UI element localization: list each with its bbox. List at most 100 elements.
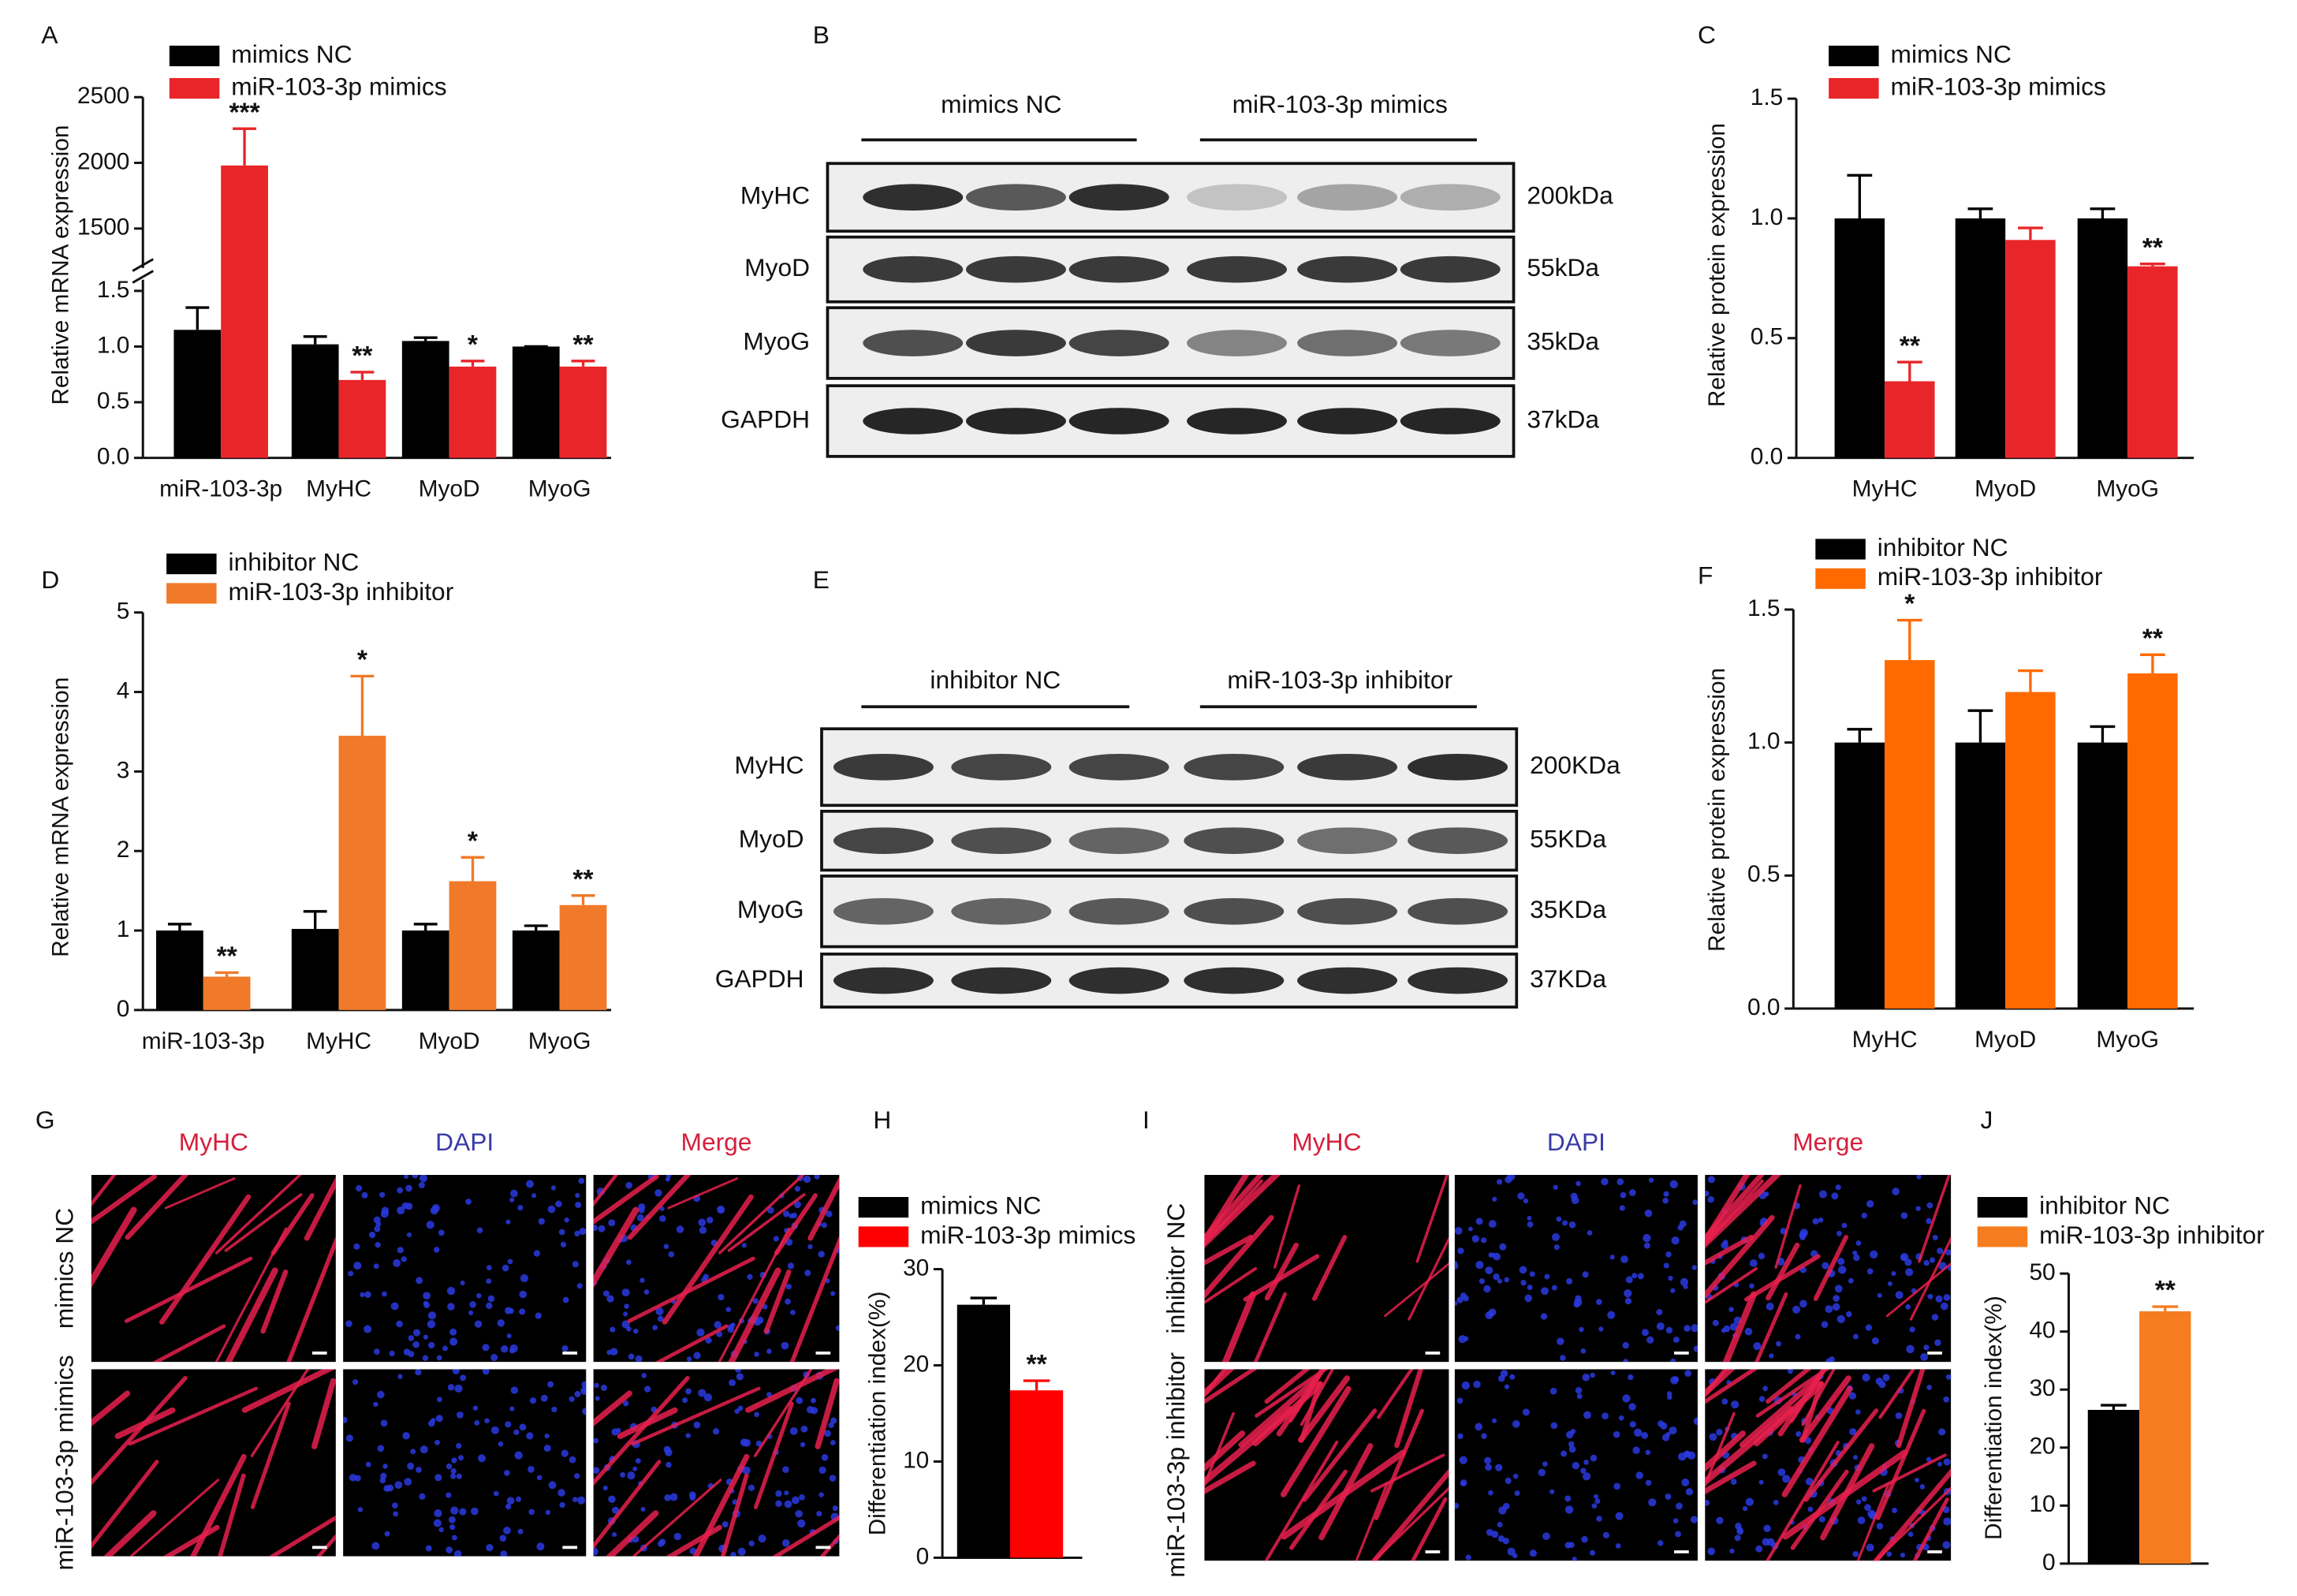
blot-band — [1184, 827, 1285, 854]
nucleus — [1529, 1271, 1535, 1277]
nucleus — [1763, 1524, 1771, 1533]
myotube — [124, 1256, 253, 1323]
nucleus — [1919, 1484, 1926, 1490]
nucleus — [1731, 1400, 1740, 1409]
nucleus — [641, 1373, 647, 1378]
bar — [1834, 218, 1885, 458]
myotube — [720, 1473, 749, 1557]
nucleus — [682, 1397, 688, 1404]
legend-swatch — [169, 77, 220, 99]
blot-size-label: 35KDa — [1530, 895, 1606, 923]
nucleus — [364, 1291, 371, 1298]
nucleus — [1795, 1430, 1802, 1438]
y-tick-label: 1.5 — [1747, 595, 1781, 621]
nucleus — [1721, 1241, 1728, 1249]
blot-row-label: GAPDH — [721, 405, 810, 433]
nucleus — [1624, 1297, 1632, 1305]
nucleus — [1920, 1352, 1929, 1361]
myotube — [1781, 1385, 1853, 1497]
nucleus — [382, 1291, 387, 1297]
nucleus — [407, 1462, 415, 1470]
nucleus — [1665, 1431, 1671, 1437]
nucleus — [736, 1373, 744, 1381]
y-tick-label: 0.0 — [97, 444, 130, 470]
nucleus — [1542, 1461, 1548, 1467]
micrograph-content — [593, 1369, 840, 1557]
y-tick-label: 1.0 — [1751, 204, 1784, 230]
nucleus — [1680, 1277, 1689, 1286]
blot-row-label: GAPDH — [715, 964, 804, 993]
myotube — [1204, 1234, 1254, 1266]
nucleus — [447, 1384, 455, 1391]
nucleus — [705, 1337, 712, 1344]
nucleus — [1749, 1283, 1754, 1289]
bar — [2127, 266, 2178, 458]
bar — [1834, 742, 1885, 1009]
nucleus — [789, 1426, 798, 1435]
nucleus — [472, 1405, 479, 1411]
legend-swatch — [166, 583, 217, 604]
nucleus — [1729, 1322, 1738, 1331]
nucleus — [1758, 1396, 1766, 1402]
nucleus — [1799, 1300, 1807, 1308]
nucleus — [1615, 1512, 1624, 1520]
nucleus — [1517, 1192, 1525, 1200]
bar — [1885, 381, 1935, 458]
panel-label: J — [1980, 1106, 1993, 1134]
nucleus — [712, 1428, 720, 1435]
myotube — [631, 1386, 761, 1446]
micrograph — [343, 1174, 587, 1363]
nucleus — [412, 1174, 419, 1179]
y-axis-label: Differentiation index(%) — [865, 1292, 891, 1536]
myotube — [225, 1267, 278, 1363]
myotube — [1204, 1369, 1235, 1398]
nucleus — [796, 1396, 804, 1404]
myotube — [1255, 1369, 1329, 1418]
nucleus — [693, 1421, 701, 1429]
significance-label: ** — [1027, 1350, 1048, 1379]
nucleus — [1663, 1262, 1669, 1269]
nucleus — [594, 1382, 599, 1389]
nucleus — [1943, 1294, 1951, 1301]
myotube — [1264, 1242, 1299, 1301]
nucleus — [635, 1355, 643, 1363]
nucleus — [1930, 1257, 1936, 1263]
nucleus — [376, 1390, 385, 1399]
nucleus — [1855, 1409, 1861, 1415]
nucleus — [1502, 1502, 1510, 1510]
nucleus — [655, 1307, 664, 1316]
blot-band — [833, 827, 934, 854]
nucleus — [533, 1250, 541, 1257]
myotube — [1896, 1369, 1926, 1449]
myotube — [114, 1407, 176, 1439]
nucleus — [640, 1277, 645, 1283]
blot-row-label: MyoD — [739, 825, 804, 853]
nucleus — [516, 1496, 522, 1502]
nucleus — [1644, 1209, 1653, 1218]
nucleus — [752, 1298, 759, 1304]
nucleus — [572, 1261, 579, 1268]
nucleus — [1497, 1278, 1503, 1284]
blot-band — [1297, 255, 1398, 283]
myotube — [666, 1524, 722, 1557]
myotube — [819, 1533, 840, 1557]
nucleus — [531, 1193, 537, 1199]
nucleus — [1571, 1196, 1579, 1205]
nucleus — [1471, 1235, 1479, 1243]
myotube — [1722, 1291, 1758, 1363]
nucleus — [1591, 1503, 1598, 1509]
bar — [173, 330, 222, 458]
nucleus — [1648, 1498, 1657, 1507]
nucleus — [791, 1496, 800, 1505]
nucleus — [408, 1335, 415, 1341]
bar — [559, 904, 607, 1010]
nucleus — [1557, 1337, 1564, 1345]
myotube — [753, 1401, 794, 1509]
myotube — [1705, 1460, 1757, 1495]
nucleus — [538, 1218, 546, 1225]
nucleus — [636, 1214, 644, 1221]
nucleus — [1645, 1449, 1651, 1456]
blot-size-label: 200kDa — [1527, 181, 1613, 210]
nucleus — [1943, 1517, 1952, 1526]
nucleus — [1624, 1289, 1632, 1298]
